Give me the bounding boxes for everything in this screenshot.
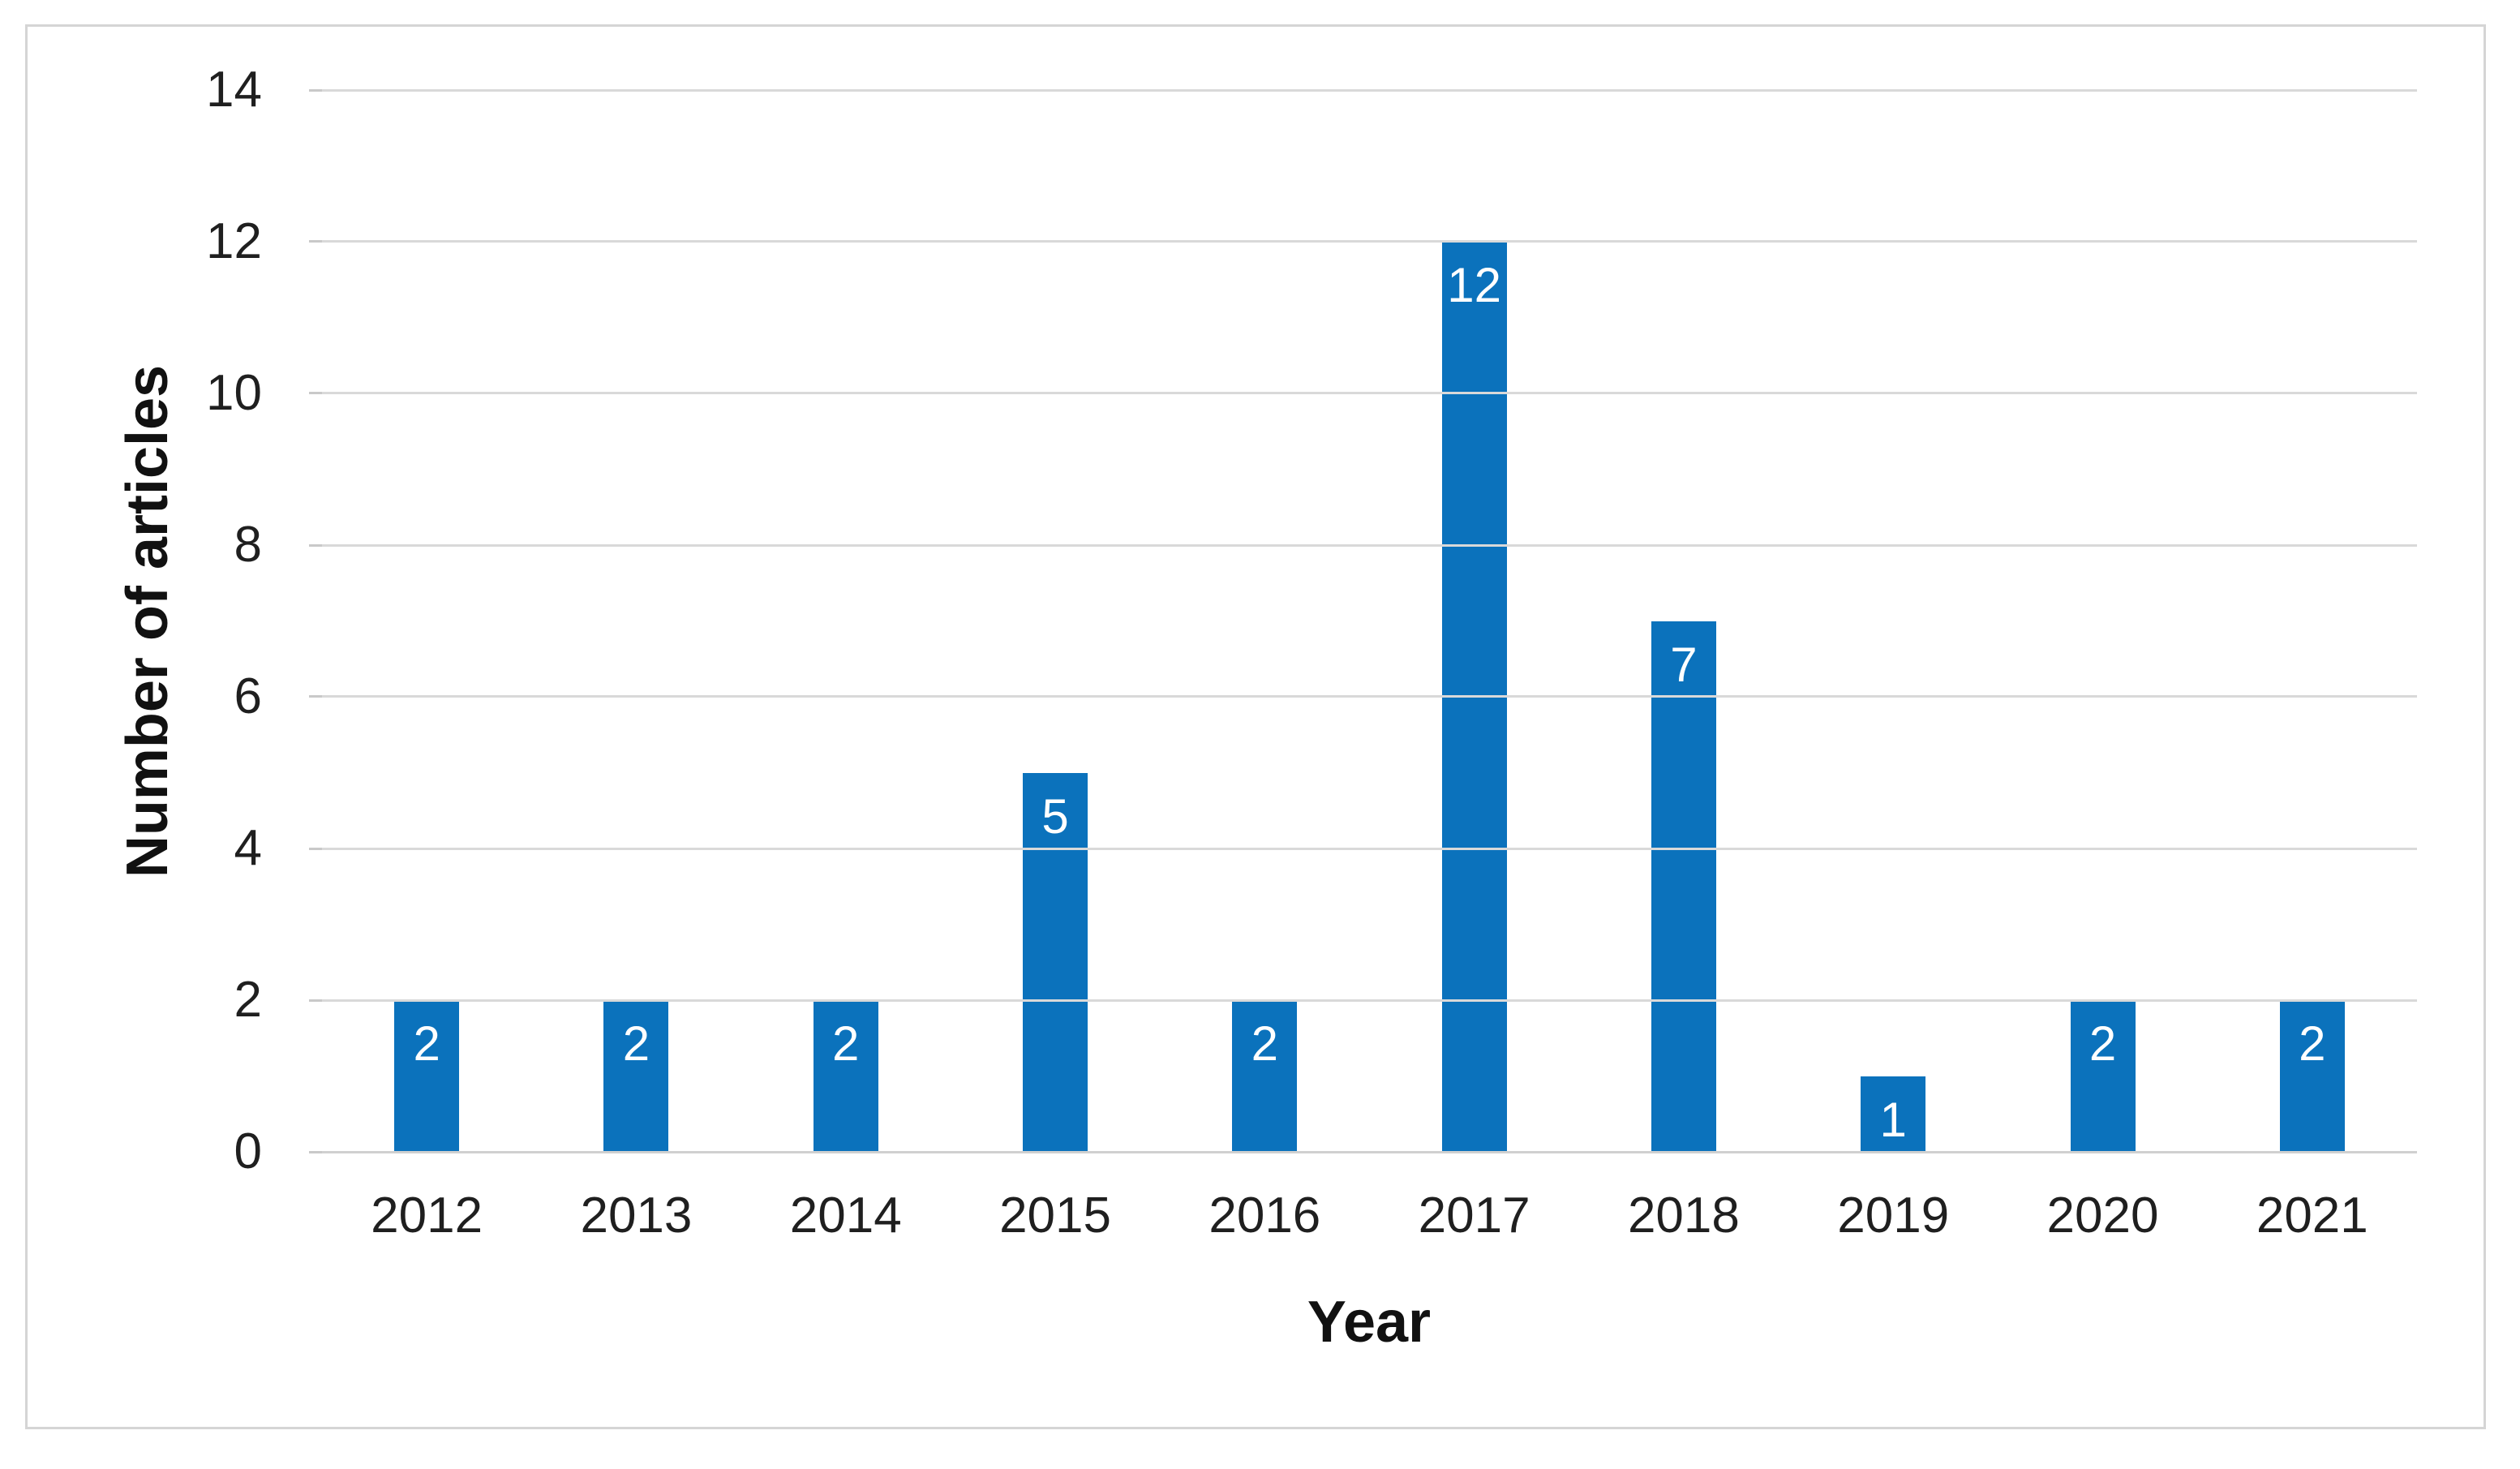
bar-2019: 1 [1861, 1076, 1926, 1152]
y-tick-label: 6 [234, 668, 262, 724]
x-tick-label-2021: 2021 [2256, 1188, 2368, 1243]
bar-column-2019: 1 2019 [1788, 90, 1998, 1243]
y-axis-tick [309, 999, 322, 1002]
bar-column-2013: 2 2013 [531, 90, 741, 1243]
bar-column-2012: 2 2012 [322, 90, 531, 1243]
bar-value-2012: 2 [413, 1016, 440, 1071]
bar-value-2013: 2 [622, 1016, 650, 1071]
bars-row: 2 2012 2 2013 2 2014 5 2015 2 2016 12 2017 7 2018 1 201… [322, 90, 2417, 1243]
y-axis-tick [309, 543, 322, 547]
x-tick-label-2014: 2014 [789, 1188, 902, 1243]
y-tick-label: 4 [234, 820, 262, 876]
y-axis-tick [309, 1150, 322, 1153]
bar-2012: 2 [394, 1000, 460, 1152]
bar-value-2021: 2 [2299, 1016, 2326, 1071]
bar-2015: 5 [1023, 772, 1088, 1152]
x-axis-title: Year [1307, 1290, 1432, 1355]
x-tick-label-2016: 2016 [1208, 1188, 1321, 1243]
bar-2020: 2 [2070, 1000, 2136, 1152]
y-tick-label: 8 [234, 517, 262, 573]
y-axis-labels: 0 2 4 6 8 10 12 14 [0, 62, 262, 1179]
gridline [322, 695, 2417, 698]
x-axis-line [322, 1150, 2417, 1153]
bar-value-2017: 12 [1447, 258, 1501, 312]
x-tick-label-2013: 2013 [580, 1188, 693, 1243]
x-tick-label-2018: 2018 [1627, 1188, 1740, 1243]
chart-frame [25, 24, 2486, 1429]
bar-2018: 7 [1651, 621, 1716, 1152]
y-axis-tick [309, 240, 322, 243]
x-tick-label-2020: 2020 [2046, 1188, 2159, 1243]
bar-value-2020: 2 [2089, 1016, 2117, 1071]
x-tick-label-2019: 2019 [1837, 1188, 1950, 1243]
y-tick-label: 12 [206, 213, 262, 269]
bar-column-2016: 2 2016 [1160, 90, 1369, 1243]
plot-area: 2 2012 2 2013 2 2014 5 2015 2 2016 12 2017 7 2018 1 201… [309, 88, 2417, 1243]
y-axis-tick [309, 392, 322, 395]
bar-column-2015: 5 2015 [951, 90, 1160, 1243]
y-axis-tick [309, 88, 322, 92]
bar-2014: 2 [813, 1000, 878, 1152]
gridline [322, 847, 2417, 850]
bar-column-2020: 2 2020 [1998, 90, 2207, 1243]
y-tick-label: 2 [234, 972, 262, 1028]
bar-value-2014: 2 [832, 1016, 860, 1071]
y-tick-label: 14 [206, 62, 262, 118]
bar-value-2015: 5 [1041, 788, 1069, 844]
bar-2016: 2 [1232, 1000, 1298, 1152]
gridline [322, 999, 2417, 1002]
bar-column-2017: 12 2017 [1369, 90, 1578, 1243]
bar-2021: 2 [2279, 1000, 2345, 1152]
bar-column-2014: 2 2014 [741, 90, 951, 1243]
bar-value-2018: 7 [1670, 637, 1698, 692]
bar-column-2021: 2 2021 [2208, 90, 2417, 1243]
y-tick-label: 10 [206, 364, 262, 421]
bar-value-2019: 1 [1879, 1092, 1907, 1147]
y-axis-tick [309, 847, 322, 850]
x-tick-label-2017: 2017 [1418, 1188, 1530, 1243]
bar-value-2016: 2 [1251, 1016, 1279, 1071]
bar-column-2018: 7 2018 [1579, 90, 1788, 1243]
gridline [322, 240, 2417, 243]
bar-2013: 2 [603, 1000, 669, 1152]
y-axis-tick [309, 695, 322, 698]
x-tick-label-2015: 2015 [999, 1188, 1111, 1243]
gridline [322, 88, 2417, 92]
x-tick-label-2012: 2012 [371, 1188, 483, 1243]
y-tick-label: 0 [234, 1123, 262, 1179]
gridline [322, 543, 2417, 547]
gridline [322, 392, 2417, 395]
